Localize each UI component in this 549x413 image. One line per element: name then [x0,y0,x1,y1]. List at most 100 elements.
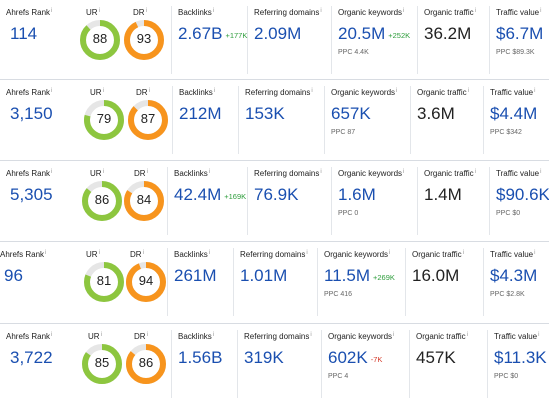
backlinks-label: Backlinksi [178,332,214,341]
referring-domains-label-text: Referring domains [244,332,310,341]
traffic-value-value[interactable]: $6.7M [496,24,544,43]
referring-domains-value[interactable]: 153K [245,104,285,123]
traffic-value-value[interactable]: $11.3K [494,348,547,367]
dr-gauge-value: 93 [136,31,152,46]
gauge-divider [171,330,172,398]
traffic-value-value[interactable]: $90.6K [496,185,549,204]
rating-gauges: URi DRi 79 87 [0,80,170,160]
ur-gauge-arc [82,181,122,221]
backlinks-value[interactable]: 1.56B [178,348,222,368]
ahrefs-rank-label: Ahrefs Ranki [6,169,52,178]
organic-keywords-number[interactable]: 657K [331,104,371,123]
info-icon: i [100,332,102,338]
backlinks-number[interactable]: 261M [174,266,217,285]
referring-domains-value[interactable]: 76.9K [254,185,299,204]
organic-traffic-value[interactable]: 16.0M [412,266,460,285]
info-icon: i [389,250,391,256]
backlinks-number[interactable]: 1.56B [178,348,223,367]
organic-keywords-ppc: PPC 4 [328,373,349,380]
organic-traffic-label: Organic traffici [424,169,476,178]
dr-label: DRi [134,332,148,341]
row-divider [0,79,549,80]
backlinks-delta: +169K [224,192,247,201]
traffic-value-value[interactable]: $4.3M [490,266,538,285]
traffic-value-label-text: Traffic value [494,332,538,341]
referring-domains-value[interactable]: 2.09M [254,24,302,43]
metrics-row: Ahrefs Ranki 96 URi DRi 81 94 Backlinksi 261M Re… [0,242,549,322]
referring-domains-label-text: Referring domains [240,250,306,259]
info-icon: i [403,8,405,14]
gauge-divider [171,6,172,74]
backlinks-value[interactable]: 212M [179,104,222,124]
organic-keywords-value[interactable]: 20.5M +252K [338,24,410,44]
backlinks-cell: Backlinksi 1.56B [172,330,238,398]
dr-label-text: DR [134,169,146,178]
dr-gauge-ring [126,262,166,302]
backlinks-number[interactable]: 2.67B [178,24,223,43]
ahrefs-rank-label-text: Ahrefs Rank [6,88,51,97]
backlinks-label-text: Backlinks [174,169,208,178]
dr-gauge-ring [128,100,168,140]
backlinks-value[interactable]: 2.67B +177K [178,24,247,44]
traffic-value-label: Traffic valuei [490,88,535,97]
organic-keywords-number[interactable]: 602K [328,348,368,367]
info-icon: i [98,8,100,14]
referring-domains-label-text: Referring domains [245,88,311,97]
organic-traffic-value[interactable]: 1.4M [424,185,462,204]
ur-gauge-value: 86 [94,192,110,207]
ur-gauge-value: 88 [92,31,108,46]
ur-gauge-ring [82,344,122,384]
dr-label: DRi [134,169,148,178]
dr-gauge-arc [124,181,164,221]
referring-domains-label: Referring domainsi [254,169,322,178]
dr-label: DRi [130,250,144,259]
ahrefs-rank-label: Ahrefs Ranki [0,250,46,259]
referring-domains-value[interactable]: 319K [244,348,284,367]
organic-traffic-label: Organic traffici [416,332,468,341]
dr-label: DRi [133,8,147,17]
ahrefs-rank-value: 3,722 [10,348,53,367]
backlinks-value[interactable]: 42.4M +169K [174,185,246,205]
metrics-row: Ahrefs Ranki 114 URi DRi 88 93 Backlinksi 2.67B… [0,0,549,80]
backlinks-label-text: Backlinks [179,88,213,97]
rating-gauges: URi DRi 85 86 [0,324,170,404]
info-icon: i [208,169,211,175]
dr-gauge-arc [124,20,164,60]
ur-label: URi [88,332,102,341]
referring-domains-value[interactable]: 1.01M [240,266,288,285]
traffic-value-label: Traffic valuei [496,169,541,178]
ahrefs-rank-cell: Ahrefs Ranki 3,150 [0,86,72,154]
organic-keywords-number[interactable]: 1.6M [338,185,376,204]
organic-keywords-delta: +252K [388,31,411,40]
info-icon: i [102,169,104,175]
traffic-value-label-text: Traffic value [490,88,534,97]
traffic-value-cell: Traffic valuei $4.3M PPC $2.8K [484,248,549,316]
traffic-value-ppc: PPC $0 [494,373,519,380]
ur-gauge-value: 79 [96,111,112,126]
organic-traffic-value[interactable]: 36.2M [424,24,472,43]
backlinks-value[interactable]: 261M [174,266,217,286]
organic-keywords-value[interactable]: 1.6M [338,185,376,205]
backlinks-number[interactable]: 212M [179,104,222,123]
ahrefs-rank-value: 114 [10,24,38,43]
organic-keywords-value[interactable]: 602K -7K [328,348,382,368]
organic-traffic-value[interactable]: 3.6M [417,104,455,123]
info-icon: i [320,169,322,175]
ahrefs-rank-label-text: Ahrefs Rank [6,8,51,17]
backlinks-number[interactable]: 42.4M [174,185,222,204]
traffic-value-value[interactable]: $4.4M [490,104,538,123]
backlinks-delta: +177K [225,31,248,40]
organic-keywords-value[interactable]: 11.5M +269K [324,266,395,286]
organic-keywords-number[interactable]: 11.5M [324,266,370,285]
organic-keywords-number[interactable]: 20.5M [338,24,386,43]
gauge-divider [167,167,168,235]
ahrefs-rank-label: Ahrefs Ranki [6,88,52,97]
organic-traffic-value[interactable]: 457K [416,348,456,367]
dr-label: DRi [136,88,150,97]
organic-keywords-ppc: PPC 0 [338,210,359,217]
organic-keywords-cell: Organic keywordsi 1.6M PPC 0 [332,167,418,235]
organic-keywords-value[interactable]: 657K [331,104,371,124]
traffic-value-label-text: Traffic value [490,250,534,259]
backlinks-cell: Backlinksi 212M [173,86,239,154]
info-icon: i [142,250,144,256]
